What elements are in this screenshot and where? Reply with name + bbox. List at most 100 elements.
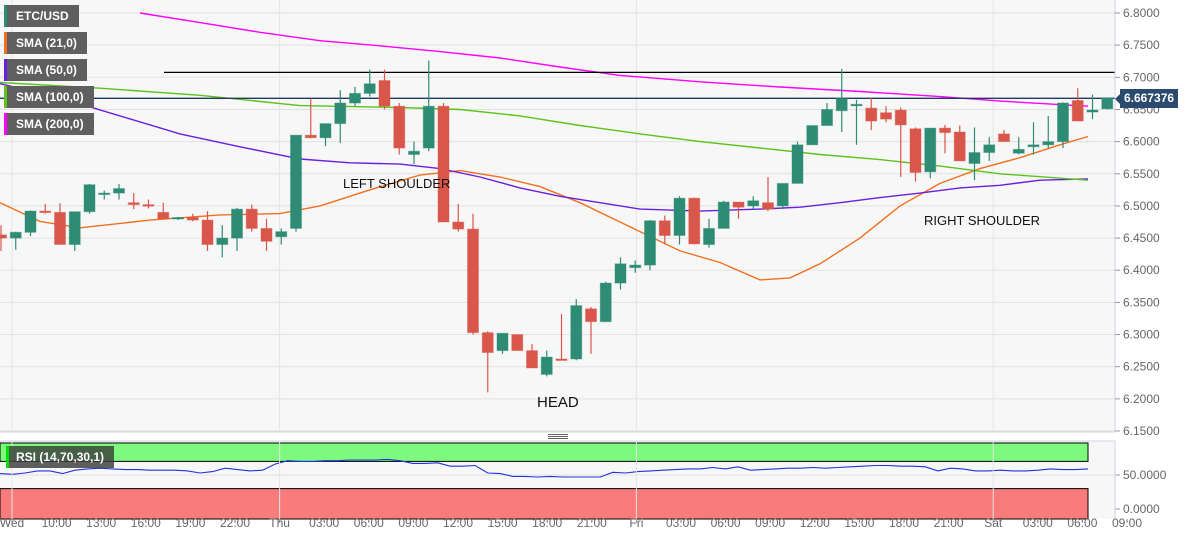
y-tick-label: 6.2000 <box>1123 392 1160 406</box>
x-tick-label: Thu <box>269 516 290 530</box>
x-tick-label: 10:00 <box>42 516 72 530</box>
candle-body <box>1086 109 1099 113</box>
time-x-axis: Wed 10:00 13:00 16:00 19:00 22:00 Thu 03:00 06:0… <box>0 441 1142 530</box>
current-price-tag: 6.667376 <box>1114 89 1179 108</box>
legend-color-swatch <box>4 86 7 108</box>
legend-rsi[interactable]: RSI (14,70,30,1) <box>6 446 115 468</box>
candle-body <box>983 144 996 154</box>
candle-body <box>703 227 715 246</box>
candle-body <box>186 216 199 221</box>
y-tick-label: 6.1500 <box>1123 424 1160 438</box>
sma-line <box>0 135 1089 281</box>
x-tick-label: 12:00 <box>800 516 830 530</box>
candle-body <box>1027 144 1040 148</box>
x-tick-label: 22:00 <box>220 516 250 530</box>
x-tick-label: 15:00 <box>844 516 874 530</box>
x-tick-label: 03:00 <box>1023 516 1053 530</box>
legend-color-swatch <box>4 113 7 135</box>
candle-body <box>688 197 701 245</box>
candle-body <box>762 202 774 210</box>
sma-line <box>0 83 1089 212</box>
annotation-label: HEAD <box>537 394 579 411</box>
candle-body <box>585 308 597 323</box>
candle-body <box>408 150 420 155</box>
candle-body <box>644 220 656 266</box>
horizontal-lines <box>0 71 1115 99</box>
candle-body <box>835 98 848 112</box>
candle-body <box>113 188 125 194</box>
candle-body <box>939 127 951 134</box>
legend-sma-50[interactable]: SMA (50,0) <box>4 59 87 81</box>
candle-body <box>732 201 745 208</box>
legend-sma-21[interactable]: SMA (21,0) <box>4 32 87 54</box>
legend-sma-100[interactable]: SMA (100,0) <box>4 86 94 108</box>
annotation-label: LEFT SHOULDER <box>343 176 450 191</box>
candle-body <box>658 220 671 237</box>
x-tick-label: Sat <box>984 516 1003 530</box>
candle-body <box>1101 97 1114 110</box>
candle-body <box>1057 102 1069 143</box>
candle-body <box>319 123 332 139</box>
legend-color-swatch <box>4 5 7 27</box>
legend-label: ETC/USD <box>16 9 69 23</box>
candle-body <box>1042 141 1055 146</box>
x-tick-label: 09:00 <box>398 516 428 530</box>
candle-body <box>496 332 509 352</box>
candle-body <box>157 211 170 220</box>
x-tick-label: 09:00 <box>1112 516 1142 530</box>
y-tick-label: 6.5500 <box>1123 167 1160 181</box>
candle-body <box>290 134 302 229</box>
candle-body <box>172 216 184 220</box>
legend-etc-usd[interactable]: ETC/USD <box>4 5 79 27</box>
y-tick-label: 6.6000 <box>1123 135 1160 149</box>
legend-sma-200[interactable]: SMA (200,0) <box>4 113 94 135</box>
y-tick-label: 6.4500 <box>1123 231 1160 245</box>
candle-body <box>142 204 155 207</box>
panel-resize-handle[interactable] <box>548 434 568 440</box>
sma-lines <box>0 12 1089 281</box>
rsi-overbought-zone <box>0 442 1089 462</box>
rsi-oversold-zone <box>0 488 1089 520</box>
legend-label: SMA (21,0) <box>16 36 77 50</box>
legend-label: SMA (100,0) <box>16 90 84 104</box>
candlesticks <box>0 60 1114 393</box>
candle-body <box>511 334 524 352</box>
candle-body <box>821 108 833 127</box>
rsi-panel: 50.0000 0.0000 <box>0 442 1167 520</box>
candle-body <box>216 237 229 246</box>
candle-body <box>275 231 288 238</box>
candle-body <box>334 102 347 125</box>
price-gridlines <box>0 0 1115 432</box>
candle-body <box>201 219 214 246</box>
x-tick-label: Wed <box>0 516 24 530</box>
legend-label: SMA (200,0) <box>16 117 84 131</box>
price-y-axis: 6.80006.75006.70006.65006.60006.55006.50… <box>1115 6 1160 438</box>
candle-body <box>363 83 376 94</box>
rsi-y-tick-label: 0.0000 <box>1123 502 1160 516</box>
candle-body <box>452 221 465 230</box>
x-tick-label: 03:00 <box>666 516 696 530</box>
candle-body <box>953 131 966 162</box>
legend-color-swatch <box>4 59 7 81</box>
candle-body <box>378 80 391 107</box>
candle-body <box>83 184 96 213</box>
x-tick-label: 06:00 <box>711 516 741 530</box>
candle-body <box>260 227 273 242</box>
candle-body <box>39 210 52 214</box>
x-tick-label: Fri <box>629 516 643 530</box>
candle-body <box>68 211 81 246</box>
candle-body <box>894 109 907 126</box>
candle-body <box>540 356 553 375</box>
candle-body <box>747 200 760 207</box>
candle-body <box>9 231 22 239</box>
candle-body <box>924 127 937 173</box>
x-tick-label: 19:00 <box>175 516 205 530</box>
candle-body <box>393 105 406 149</box>
candle-body <box>717 201 730 229</box>
x-tick-label: 06:00 <box>1067 516 1097 530</box>
candle-body <box>54 211 66 246</box>
candle-body <box>998 133 1010 143</box>
candle-body <box>0 234 7 239</box>
y-tick-label: 6.3000 <box>1123 328 1160 342</box>
